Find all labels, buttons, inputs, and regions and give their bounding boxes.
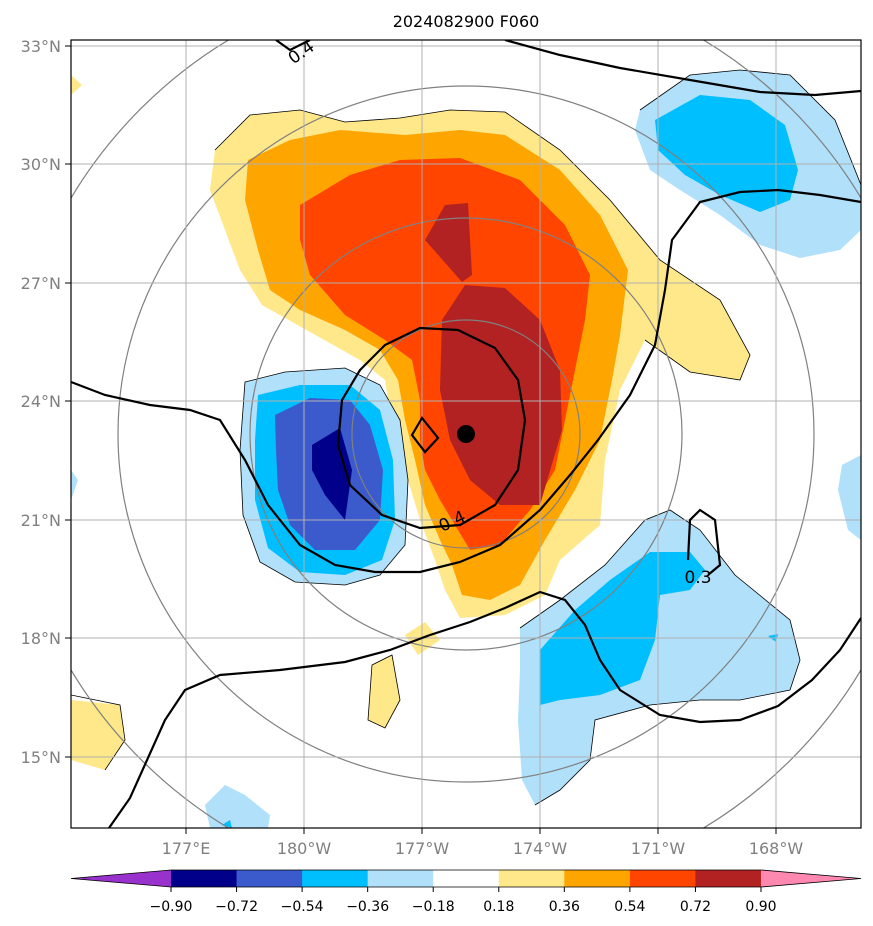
y-tick-label: 24°N: [21, 392, 61, 411]
x-tick-label: 171°W: [631, 839, 686, 858]
positive-shading: [71, 75, 750, 770]
colorbar-tick-label: 0.90: [745, 899, 776, 915]
colorbar-segment: [629, 870, 696, 887]
colorbar-tick-label: 0.54: [614, 899, 645, 915]
colorbar-segment: [302, 870, 369, 887]
shade-neg018-east: [838, 455, 861, 540]
colorbar-tick-label: 0.72: [680, 899, 711, 915]
map-frame: [70, 39, 862, 829]
colorbar-segment: [498, 870, 565, 887]
shade-036-small1: [368, 655, 400, 728]
colorbar-tick-label: −0.36: [346, 899, 389, 915]
contour-04-north: [504, 40, 861, 97]
shade-neg018-bottom: [205, 785, 270, 828]
colorbar-tick-label: −0.18: [412, 899, 455, 915]
shade-neg036-se: [540, 552, 705, 705]
colorbar-segment: [564, 870, 631, 887]
colorbar-segment: [433, 870, 500, 887]
axis-tick-marks: [65, 45, 777, 834]
shade-neg018-se: [518, 510, 800, 805]
shade-neg018-leftedge: [71, 470, 78, 500]
y-tick-label: 27°N: [21, 274, 61, 293]
colorbar-segment: [236, 870, 303, 887]
colorbar-extend-low: [71, 870, 171, 887]
x-tick-label: 174°W: [513, 839, 568, 858]
contour-04-top: [275, 40, 311, 52]
contour-03: [686, 508, 722, 576]
colorbar-segment: [367, 870, 434, 887]
colorbar-tick-label: −0.54: [281, 899, 324, 915]
range-rings: [71, 40, 861, 828]
shade-036-corner: [71, 75, 82, 95]
contour-label-04-top: 0.4: [285, 37, 319, 69]
y-tick-label: 18°N: [21, 629, 61, 648]
contour-lower: [108, 590, 861, 828]
contour-small: [410, 416, 440, 454]
contour-label-03: 0.3: [684, 568, 711, 588]
negative-shading: [71, 70, 861, 828]
thin-contours: [71, 69, 861, 806]
colorbar-tick-label: −0.90: [150, 899, 193, 915]
y-tick-labels: 33°N 30°N 27°N 24°N 21°N 18°N 15°N: [21, 37, 61, 767]
colorbar-segment: [171, 870, 238, 887]
colorbar-extend-high: [761, 870, 861, 887]
colorbar-tick-label: 0.36: [549, 899, 580, 915]
colorbar-segment: [695, 870, 762, 887]
grid-lines: [71, 40, 861, 828]
shade-090-a: [425, 203, 472, 282]
colorbar-tick-label: −0.72: [215, 899, 258, 915]
x-tick-labels: 177°E 180°W 177°W 174°W 171°W 168°W: [162, 839, 804, 858]
storm-center-marker: [457, 425, 475, 443]
shade-neg036-bottom: [222, 820, 232, 828]
map-panel: 0.4 0.4 0.3: [71, 37, 861, 828]
x-tick-label: 168°W: [749, 839, 804, 858]
x-tick-label: 177°W: [395, 839, 450, 858]
y-tick-label: 21°N: [21, 511, 61, 530]
y-tick-label: 15°N: [21, 748, 61, 767]
colorbar-tick-label: 0.18: [483, 899, 514, 915]
colorbar: −0.90 −0.72 −0.54 −0.36 −0.18 0.18 0.36 0.54 0.7…: [70, 869, 862, 915]
x-tick-label: 177°E: [162, 839, 211, 858]
shade-036-left: [71, 700, 125, 770]
y-tick-label: 30°N: [21, 155, 61, 174]
contour-04-ring: [336, 326, 527, 530]
x-tick-label: 180°W: [277, 839, 332, 858]
contour-04-outer: [71, 188, 861, 574]
shade-neg072-west: [312, 428, 352, 520]
shade-neg036-ne: [655, 95, 798, 212]
y-tick-label: 33°N: [21, 37, 61, 56]
chart-title: 2024082900 F060: [393, 12, 540, 31]
bold-contours: [71, 40, 861, 828]
